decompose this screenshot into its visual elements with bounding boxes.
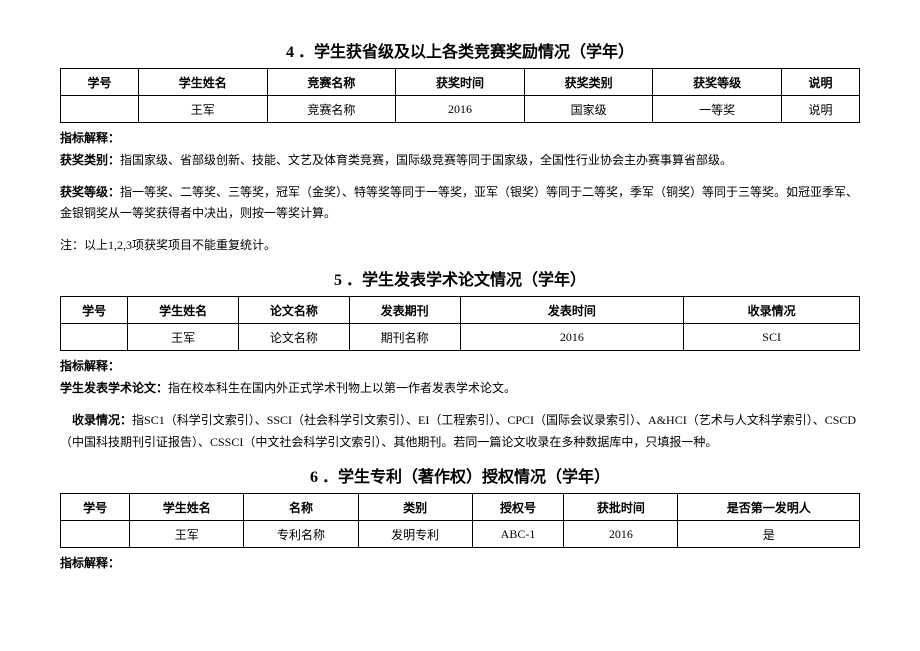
table-header: 授权号 [472, 494, 564, 521]
section-5-explain-1: 学生发表学术论文：指在校本科生在国内外正式学术刊物上以第一作者发表学术论文。 [60, 378, 860, 400]
table-header: 发表时间 [460, 297, 684, 324]
table-header: 类别 [358, 494, 472, 521]
explain-2-label: 收录情况： [72, 413, 132, 427]
section-6-title: 6 ．学生专利（著作权）授权情况（学年） [60, 463, 860, 487]
table-header: 获奖时间 [396, 69, 525, 96]
explain-label: 指标解释： [60, 556, 120, 570]
table-cell: 论文名称 [238, 324, 349, 351]
table-row: 王军 专利名称 发明专利 ABC-1 2016 是 [61, 521, 860, 548]
table-cell: 期刊名称 [349, 324, 460, 351]
table-header: 获批时间 [564, 494, 678, 521]
table-cell: 竞赛名称 [267, 96, 396, 123]
table-cell: 王军 [130, 521, 244, 548]
table-cell: 王军 [139, 96, 268, 123]
table-header: 学号 [61, 494, 130, 521]
table-cell: SCI [684, 324, 860, 351]
section-4-explain-label: 指标解释： [60, 129, 860, 146]
section-5-title: 5 ．学生发表学术论文情况（学年） [60, 266, 860, 290]
table-header: 学号 [61, 297, 128, 324]
table-5: 学号 学生姓名 论文名称 发表期刊 发表时间 收录情况 王军 论文名称 期刊名称… [60, 296, 860, 351]
table-header: 学生姓名 [128, 297, 239, 324]
table-header: 竞赛名称 [267, 69, 396, 96]
table-5-header-row: 学号 学生姓名 论文名称 发表期刊 发表时间 收录情况 [61, 297, 860, 324]
table-cell: 2016 [564, 521, 678, 548]
section-4-explain-2: 获奖等级：指一等奖、二等奖、三等奖，冠军（金奖）、特等奖等同于一等奖，亚军（银奖… [60, 182, 860, 225]
explain-2-text: 指一等奖、二等奖、三等奖，冠军（金奖）、特等奖等同于一等奖，亚军（银奖）等同于二… [60, 185, 858, 221]
section-5-explain-label: 指标解释： [60, 357, 860, 374]
section-4-title: 4 ．学生获省级及以上各类竞赛奖励情况（学年） [60, 38, 860, 62]
explain-label: 指标解释： [60, 359, 120, 373]
table-header: 论文名称 [238, 297, 349, 324]
explain-1-text: 指国家级、省部级创新、技能、文艺及体育类竞赛，国际级竞赛等同于国家级，全国性行业… [120, 153, 732, 167]
section-4-note: 注：以上1,2,3项获奖项目不能重复统计。 [60, 235, 860, 257]
table-cell: 一等奖 [653, 96, 782, 123]
table-cell: 是 [678, 521, 860, 548]
table-cell: 2016 [460, 324, 684, 351]
table-row: 王军 竞赛名称 2016 国家级 一等奖 说明 [61, 96, 860, 123]
table-header: 名称 [244, 494, 358, 521]
explain-label: 指标解释： [60, 131, 120, 145]
table-cell: 专利名称 [244, 521, 358, 548]
table-header: 学生姓名 [130, 494, 244, 521]
table-6: 学号 学生姓名 名称 类别 授权号 获批时间 是否第一发明人 王军 专利名称 发… [60, 493, 860, 548]
explain-2-text: 指SC1（科学引文索引）、SSCI（社会科学引文索引）、EI（工程索引）、CPC… [60, 413, 856, 449]
explain-1-label: 获奖类别： [60, 153, 120, 167]
table-cell: 国家级 [524, 96, 653, 123]
table-cell: 发明专利 [358, 521, 472, 548]
explain-1-text: 指在校本科生在国内外正式学术刊物上以第一作者发表学术论文。 [168, 381, 516, 395]
table-row: 王军 论文名称 期刊名称 2016 SCI [61, 324, 860, 351]
table-header: 学生姓名 [139, 69, 268, 96]
explain-2-label: 获奖等级： [60, 185, 120, 199]
table-header: 获奖等级 [653, 69, 782, 96]
table-cell: 说明 [781, 96, 859, 123]
table-header: 获奖类别 [524, 69, 653, 96]
table-cell: 王军 [128, 324, 239, 351]
table-header: 是否第一发明人 [678, 494, 860, 521]
table-header: 收录情况 [684, 297, 860, 324]
table-6-header-row: 学号 学生姓名 名称 类别 授权号 获批时间 是否第一发明人 [61, 494, 860, 521]
table-4: 学号 学生姓名 竞赛名称 获奖时间 获奖类别 获奖等级 说明 王军 竞赛名称 2… [60, 68, 860, 123]
table-header: 发表期刊 [349, 297, 460, 324]
table-4-header-row: 学号 学生姓名 竞赛名称 获奖时间 获奖类别 获奖等级 说明 [61, 69, 860, 96]
table-cell: ABC-1 [472, 521, 564, 548]
section-4-explain-1: 获奖类别：指国家级、省部级创新、技能、文艺及体育类竞赛，国际级竞赛等同于国家级，… [60, 150, 860, 172]
table-header: 学号 [61, 69, 139, 96]
table-cell: 2016 [396, 96, 525, 123]
table-cell [61, 324, 128, 351]
table-header: 说明 [781, 69, 859, 96]
explain-1-label: 学生发表学术论文： [60, 381, 168, 395]
section-5-explain-2: 收录情况：指SC1（科学引文索引）、SSCI（社会科学引文索引）、EI（工程索引… [60, 410, 860, 453]
table-cell [61, 96, 139, 123]
section-6-explain-label: 指标解释： [60, 554, 860, 571]
table-cell [61, 521, 130, 548]
